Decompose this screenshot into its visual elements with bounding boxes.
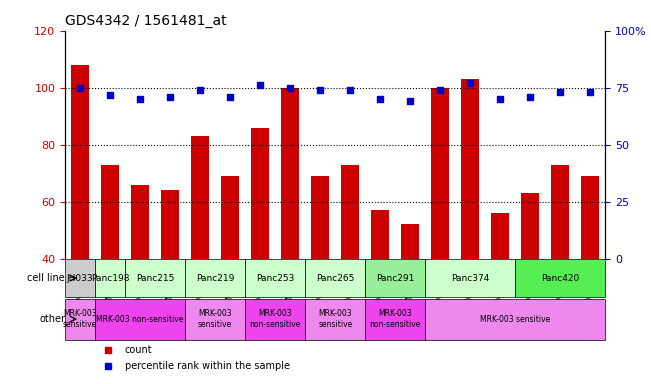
Text: MRK-003 non-sensitive: MRK-003 non-sensitive: [96, 314, 184, 324]
FancyBboxPatch shape: [65, 299, 95, 339]
Bar: [251, 127, 270, 258]
Text: JH033: JH033: [67, 274, 94, 283]
Point: [585, 89, 596, 95]
Text: MRK-003 sensitive: MRK-003 sensitive: [480, 314, 551, 324]
FancyBboxPatch shape: [95, 259, 125, 297]
Text: Panc219: Panc219: [196, 274, 234, 283]
Bar: [492, 213, 509, 258]
Bar: [551, 165, 570, 258]
Point: [255, 82, 266, 88]
Point: [465, 80, 475, 86]
Bar: [581, 176, 600, 258]
FancyBboxPatch shape: [185, 259, 245, 297]
Bar: [401, 224, 419, 258]
FancyBboxPatch shape: [245, 299, 305, 339]
Bar: [191, 136, 209, 258]
Text: cell line: cell line: [27, 273, 65, 283]
FancyBboxPatch shape: [305, 299, 365, 339]
Bar: [371, 210, 389, 258]
Text: percentile rank within the sample: percentile rank within the sample: [124, 361, 290, 371]
FancyBboxPatch shape: [305, 259, 365, 297]
FancyBboxPatch shape: [65, 259, 95, 297]
FancyBboxPatch shape: [425, 299, 605, 339]
Text: MRK-003
sensitive: MRK-003 sensitive: [318, 310, 352, 329]
Point: [345, 87, 355, 93]
FancyBboxPatch shape: [245, 259, 305, 297]
Bar: [101, 165, 119, 258]
Text: Panc198: Panc198: [91, 274, 130, 283]
Bar: [432, 88, 449, 258]
Point: [225, 94, 236, 100]
FancyBboxPatch shape: [95, 299, 185, 339]
Text: MRK-003
non-sensitive: MRK-003 non-sensitive: [370, 310, 421, 329]
Text: MRK-003
sensitive: MRK-003 sensitive: [198, 310, 232, 329]
FancyBboxPatch shape: [425, 259, 516, 297]
Text: MRK-003
sensitive: MRK-003 sensitive: [63, 310, 97, 329]
FancyBboxPatch shape: [185, 299, 245, 339]
Point: [435, 87, 445, 93]
FancyBboxPatch shape: [125, 259, 185, 297]
Text: Panc374: Panc374: [451, 274, 490, 283]
Point: [495, 96, 506, 102]
Point: [105, 91, 115, 98]
Point: [285, 84, 296, 91]
Point: [555, 89, 566, 95]
Text: Panc253: Panc253: [256, 274, 294, 283]
Point: [165, 94, 175, 100]
FancyBboxPatch shape: [516, 259, 605, 297]
FancyBboxPatch shape: [365, 299, 425, 339]
Text: GDS4342 / 1561481_at: GDS4342 / 1561481_at: [65, 14, 227, 28]
Point: [75, 84, 85, 91]
Bar: [341, 165, 359, 258]
Bar: [131, 184, 149, 258]
Text: Panc291: Panc291: [376, 274, 415, 283]
Text: count: count: [124, 345, 152, 355]
Text: Panc420: Panc420: [541, 274, 579, 283]
Point: [405, 98, 415, 104]
Point: [375, 96, 385, 102]
Text: Panc215: Panc215: [136, 274, 174, 283]
Text: Panc265: Panc265: [316, 274, 354, 283]
Bar: [71, 65, 89, 258]
Point: [315, 87, 326, 93]
Point: [135, 96, 145, 102]
Bar: [462, 79, 479, 258]
Point: [195, 87, 206, 93]
Bar: [521, 193, 540, 258]
Point: [525, 94, 536, 100]
FancyBboxPatch shape: [365, 259, 425, 297]
Text: MRK-003
non-sensitive: MRK-003 non-sensitive: [249, 310, 301, 329]
Bar: [221, 176, 239, 258]
Bar: [281, 88, 299, 258]
Bar: [311, 176, 329, 258]
Bar: [161, 190, 179, 258]
Text: other: other: [39, 314, 65, 324]
